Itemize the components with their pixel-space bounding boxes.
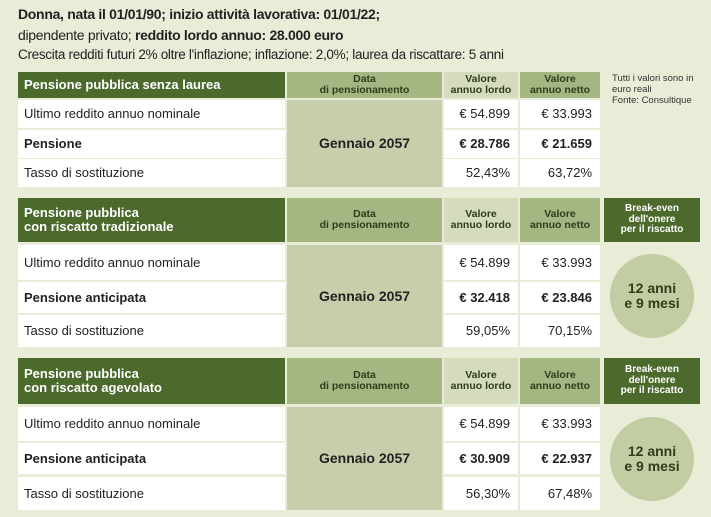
net-value: € 33.993 bbox=[520, 245, 600, 280]
net-value: 63,72% bbox=[520, 159, 600, 187]
note-text: Tutti i valori sono in euro reali bbox=[612, 73, 694, 95]
column-header: Valore annuo netto bbox=[520, 198, 600, 242]
column-header: Data di pensionamento bbox=[287, 198, 442, 242]
row-label: Tasso di sostituzione bbox=[18, 477, 285, 510]
date-cell: Gennaio 2057 bbox=[287, 407, 442, 510]
column-header: Valore annuo netto bbox=[520, 72, 600, 98]
gross-value: 56,30% bbox=[444, 477, 518, 510]
row-label: Tasso di sostituzione bbox=[18, 159, 285, 187]
break-even-value: 12 anni e 9 mesi bbox=[610, 416, 694, 501]
column-header: Valore annuo netto bbox=[520, 358, 600, 404]
net-value: € 33.993 bbox=[520, 407, 600, 441]
row-label: Ultimo reddito annuo nominale bbox=[18, 407, 285, 441]
row-label: Pensione anticipata bbox=[18, 443, 285, 474]
column-header: Valore annuo lordo bbox=[444, 72, 518, 98]
break-even-header: Break-even dell'onere per il riscatto bbox=[604, 358, 700, 404]
row-label: Ultimo reddito annuo nominale bbox=[18, 245, 285, 280]
intro-line: dipendente privato; reddito lordo annuo:… bbox=[18, 27, 344, 43]
gross-value: 52,43% bbox=[444, 159, 518, 187]
gross-value: € 54.899 bbox=[444, 407, 518, 441]
gross-value: € 54.899 bbox=[444, 245, 518, 280]
net-value: € 33.993 bbox=[520, 100, 600, 128]
net-value: € 22.937 bbox=[520, 443, 600, 474]
gross-value: € 32.418 bbox=[444, 282, 518, 313]
row-label: Ultimo reddito annuo nominale bbox=[18, 100, 285, 128]
gross-value: € 28.786 bbox=[444, 130, 518, 158]
intro-line: Donna, nata il 01/01/90; inizio attività… bbox=[18, 6, 380, 22]
row-label: Pensione bbox=[18, 130, 285, 158]
date-cell: Gennaio 2057 bbox=[287, 100, 442, 187]
row-label: Pensione anticipata bbox=[18, 282, 285, 313]
column-header: Valore annuo lordo bbox=[444, 198, 518, 242]
net-value: 70,15% bbox=[520, 315, 600, 347]
date-cell: Gennaio 2057 bbox=[287, 245, 442, 347]
column-header: Data di pensionamento bbox=[287, 358, 442, 404]
break-even-header: Break-even dell'onere per il riscatto bbox=[604, 198, 700, 242]
table-title: Pensione pubblica con riscatto agevolato bbox=[18, 358, 285, 404]
column-header: Valore annuo lordo bbox=[444, 358, 518, 404]
row-label: Tasso di sostituzione bbox=[18, 315, 285, 347]
table-title: Pensione pubblica senza laurea bbox=[18, 72, 285, 98]
note-source: Fonte: Consultique bbox=[612, 94, 692, 106]
column-header: Data di pensionamento bbox=[287, 72, 442, 98]
net-value: € 21.659 bbox=[520, 130, 600, 158]
table-title: Pensione pubblica con riscatto tradizion… bbox=[18, 198, 285, 242]
gross-value: € 30.909 bbox=[444, 443, 518, 474]
net-value: 67,48% bbox=[520, 477, 600, 510]
intro-text: dipendente privato; bbox=[18, 27, 135, 43]
break-even-value: 12 anni e 9 mesi bbox=[610, 254, 694, 338]
gross-value: 59,05% bbox=[444, 315, 518, 347]
note: Tutti i valori sono in euro reali Fonte: … bbox=[612, 73, 708, 107]
intro-text: reddito lordo annuo: 28.000 euro bbox=[134, 27, 344, 43]
gross-value: € 54.899 bbox=[444, 100, 518, 128]
intro-line: Crescita redditi futuri 2% oltre l'infla… bbox=[18, 47, 504, 62]
net-value: € 23.846 bbox=[520, 282, 600, 313]
